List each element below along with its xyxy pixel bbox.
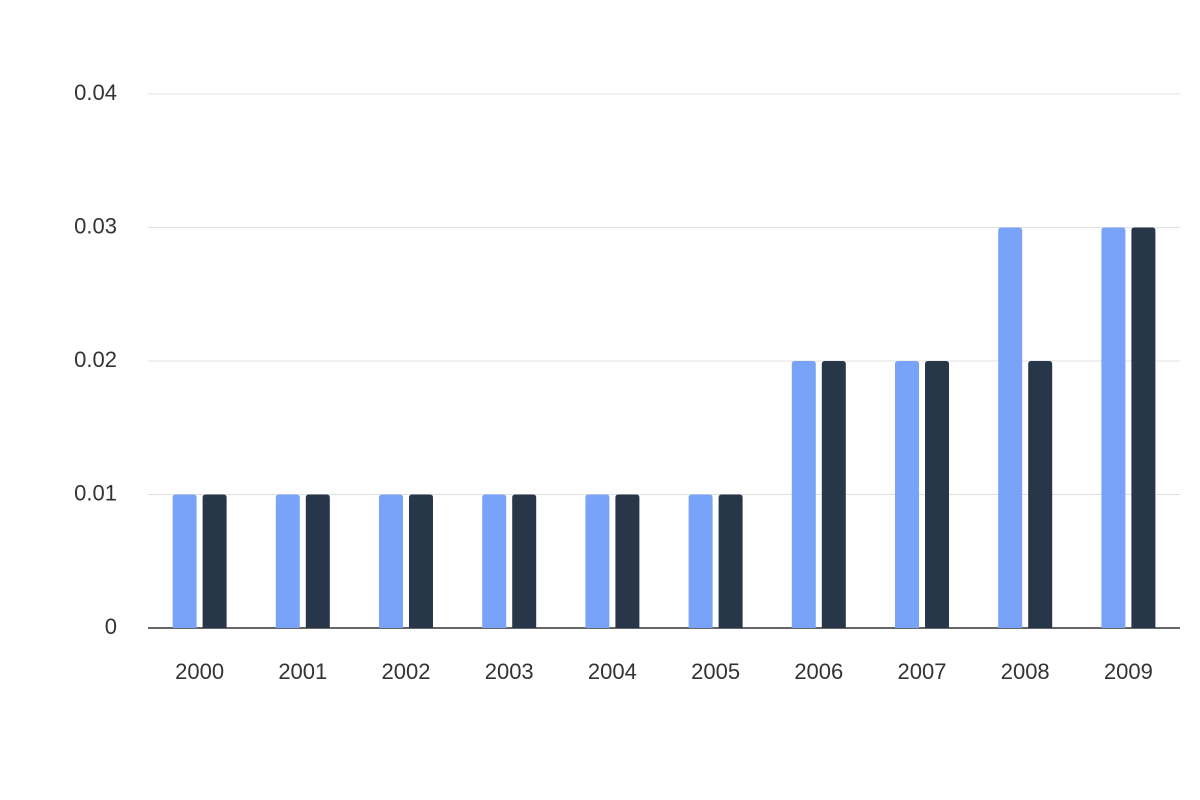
- bar: [305, 494, 330, 628]
- bar: [275, 494, 300, 628]
- bar: [585, 494, 610, 628]
- bar: [409, 494, 433, 628]
- x-tick-label: 2000: [175, 659, 224, 684]
- x-tick-label: 2005: [691, 659, 740, 684]
- bar: [482, 494, 507, 628]
- x-tick-label: 2006: [794, 659, 843, 684]
- bar: [998, 227, 1023, 628]
- bar: [791, 361, 816, 628]
- bar: [925, 361, 949, 628]
- bar: [202, 494, 227, 628]
- y-tick-label: 0.03: [74, 213, 117, 238]
- bar: [379, 494, 403, 628]
- bar: [1028, 361, 1053, 628]
- bar: [821, 361, 846, 628]
- x-tick-label: 2002: [382, 659, 431, 684]
- bar: [1131, 227, 1156, 628]
- bar: [1101, 227, 1126, 628]
- y-tick-label: 0.01: [74, 480, 117, 505]
- x-tick-label: 2007: [898, 659, 947, 684]
- x-tick-label: 2001: [278, 659, 327, 684]
- bar: [895, 361, 919, 628]
- x-tick-label: 2003: [485, 659, 534, 684]
- bar: [172, 494, 197, 628]
- y-tick-label: 0.02: [74, 347, 117, 372]
- x-tick-label: 2004: [588, 659, 637, 684]
- bar: [615, 494, 640, 628]
- bar: [512, 494, 537, 628]
- x-tick-label: 2009: [1104, 659, 1153, 684]
- bar: [718, 494, 743, 628]
- bar: [688, 494, 713, 628]
- y-tick-label: 0.04: [74, 80, 117, 105]
- y-tick-label: 0: [105, 614, 117, 639]
- x-tick-label: 2008: [1001, 659, 1050, 684]
